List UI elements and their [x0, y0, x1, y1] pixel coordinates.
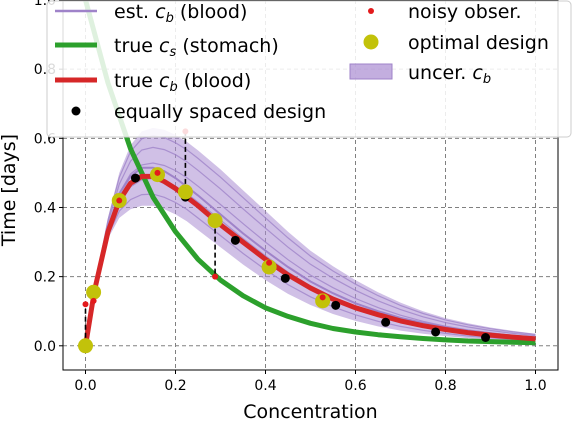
legend-handle-uncer	[349, 63, 393, 80]
equally-spaced-point	[381, 317, 391, 327]
sample-curve	[84, 146, 536, 346]
x-tick-label: 0.6	[344, 378, 366, 394]
plot-frame	[62, 0, 559, 371]
optimal-design-point	[86, 284, 102, 300]
y-tick-label: 1.0	[34, 0, 56, 9]
optimal-design-point	[261, 259, 277, 275]
optimal-design-point	[315, 293, 331, 309]
optimal-design-point	[78, 338, 93, 354]
noisy-observation-point	[154, 169, 161, 176]
sample-curve	[84, 162, 536, 346]
equally-spaced-point	[130, 173, 140, 183]
y-tick-label: 0.0	[34, 339, 56, 355]
optimal-design-point	[177, 184, 193, 200]
x-tick-label: 0.0	[74, 378, 96, 394]
legend-label-est: est. cb (blood)	[114, 1, 247, 26]
noisy-observation-point	[319, 294, 326, 301]
legend-label-equal: equally spaced design	[114, 101, 326, 123]
ticks: 0.0 0.2 0.4 0.6 0.8 1.00.00.20.40.60.81.0	[34, 0, 547, 394]
noisy-observation-point	[90, 297, 97, 304]
y-tick-label: 0.2	[34, 270, 56, 286]
noisy-observation-point	[266, 259, 273, 266]
legend-label-true_s: true cs (stomach)	[114, 35, 279, 60]
y-tick-label: 0.4	[34, 200, 56, 216]
x-tick-label: 0.2	[164, 378, 186, 394]
y-axis-label: Time [days]	[0, 134, 20, 247]
legend-handle-equal	[71, 106, 81, 116]
equally-spaced-point	[230, 235, 240, 245]
true-stomach-line	[83, 0, 536, 346]
x-axis-label: Concentration	[243, 401, 377, 423]
x-tick-label: 0.8	[434, 378, 456, 394]
equally-spaced-point	[481, 332, 491, 342]
legend-label-noisy: noisy obser.	[408, 1, 522, 23]
noisy-observation-point	[82, 301, 89, 308]
equally-spaced-point	[431, 327, 441, 337]
optimal-design-point	[207, 213, 223, 229]
legend-handle-optimal	[363, 34, 379, 50]
x-tick-label: 0.4	[254, 378, 276, 394]
sample-curve	[84, 193, 536, 346]
true-blood-line	[83, 173, 536, 347]
legend-handle-noisy	[368, 8, 374, 14]
uncertainty-area	[85, 127, 536, 346]
legend: est. cb (blood) true cs (stomach) true cb …	[46, 0, 572, 138]
legend-label-true_b: true cb (blood)	[114, 70, 251, 95]
legend-box	[46, 0, 572, 138]
noisy-observation-point	[212, 273, 219, 280]
equally-spaced-point	[280, 273, 290, 283]
equally-spaced-point	[331, 300, 341, 310]
noisy-observation-point	[116, 197, 123, 204]
legend-label-optimal: optimal design	[408, 32, 549, 54]
legend-label-uncer: uncer. cb	[408, 62, 491, 87]
x-tick-label: 1.0	[524, 378, 546, 394]
markers	[78, 128, 491, 354]
uncertainty-band	[84, 127, 536, 346]
